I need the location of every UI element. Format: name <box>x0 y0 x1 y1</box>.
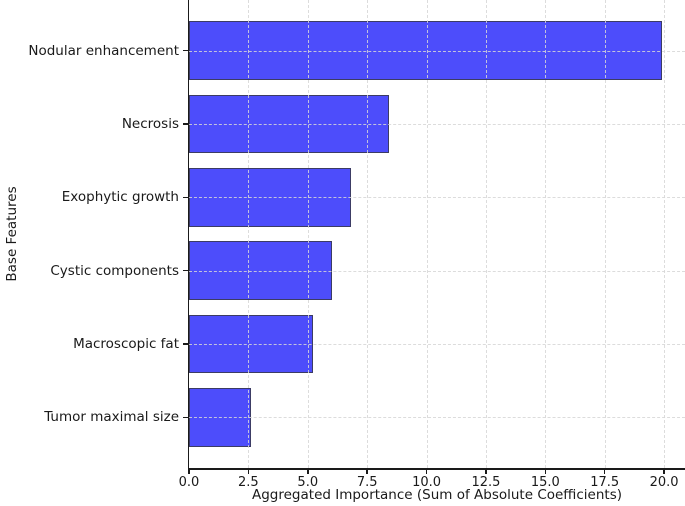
v-gridline <box>426 0 428 468</box>
x-tick <box>425 469 428 474</box>
category-label: Cystic components <box>50 262 179 279</box>
v-gridline <box>485 0 487 468</box>
x-tick-label: 12.5 <box>471 475 501 490</box>
category-label: Exophytic growth <box>61 189 179 206</box>
x-tick <box>366 469 368 474</box>
x-tick <box>544 469 547 474</box>
v-gridline <box>367 0 369 468</box>
x-tick-label: 10.0 <box>412 475 442 490</box>
x-axis-spine <box>187 468 685 470</box>
h-gridline <box>189 417 685 419</box>
h-gridline <box>189 270 685 272</box>
x-tick-label: 20.0 <box>649 475 679 490</box>
x-tick <box>485 469 487 474</box>
category-label: Necrosis <box>121 115 179 132</box>
v-gridline <box>604 0 606 468</box>
y-tick <box>182 416 188 419</box>
y-tick <box>182 196 188 199</box>
h-gridline <box>189 123 685 125</box>
x-tick <box>307 469 309 474</box>
v-gridline <box>545 0 547 468</box>
category-label: Macroscopic fat <box>73 336 179 353</box>
x-tick-label: 17.5 <box>590 475 620 490</box>
bar <box>189 241 332 300</box>
category-label: Nodular enhancement <box>28 42 179 59</box>
h-gridline <box>189 50 685 52</box>
x-tick <box>188 469 190 474</box>
v-gridline <box>664 0 666 468</box>
bar <box>189 21 662 80</box>
y-tick <box>182 269 188 272</box>
x-tick-label: 2.5 <box>238 475 259 490</box>
x-tick-label: 15.0 <box>530 475 560 490</box>
bar <box>189 314 313 374</box>
y-tick <box>182 49 188 52</box>
x-tick-label: 0.0 <box>178 475 200 490</box>
y-tick <box>182 343 188 345</box>
bar <box>189 388 251 447</box>
x-tick-label: 7.5 <box>356 475 378 490</box>
h-gridline <box>189 344 685 346</box>
x-axis-title: Aggregated Importance (Sum of Absolute C… <box>252 487 622 503</box>
y-axis-spine <box>187 0 189 470</box>
v-gridline <box>307 0 309 468</box>
y-tick <box>182 123 188 125</box>
x-tick-label: 5.0 <box>297 475 319 490</box>
v-gridline <box>248 0 250 468</box>
bar <box>189 167 351 227</box>
x-tick <box>247 469 250 474</box>
category-label: Tumor maximal size <box>44 409 179 426</box>
h-gridline <box>189 197 685 199</box>
x-tick <box>663 469 665 474</box>
x-tick <box>603 469 606 474</box>
